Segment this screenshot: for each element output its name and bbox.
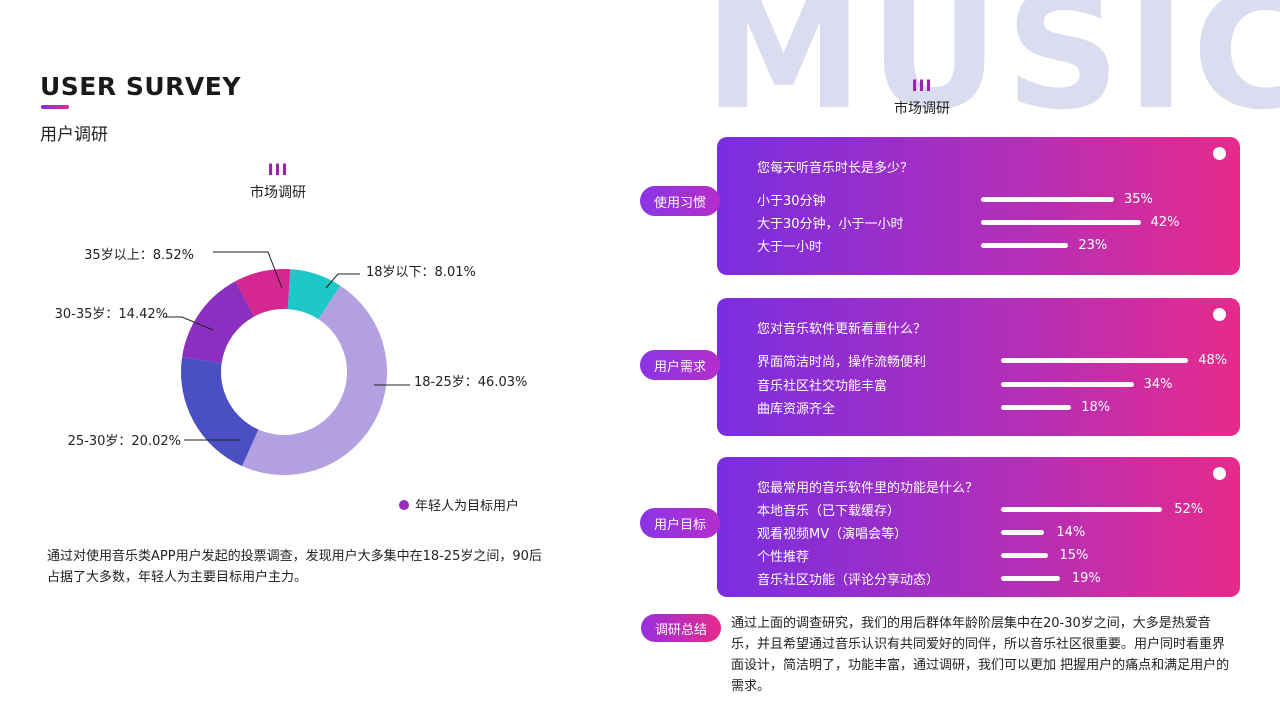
option-percent: 19%: [1071, 570, 1101, 586]
left-section-mark: III 市场调研: [238, 162, 318, 202]
tag-goals: 用户目标: [640, 508, 720, 538]
right-section-label: 市场调研: [894, 101, 950, 117]
option-bar: [1001, 529, 1045, 535]
card-question: 您对音乐软件更新看重什么？: [757, 322, 927, 337]
leader-line: [213, 251, 283, 289]
option-percent: 15%: [1059, 547, 1089, 563]
page-subtitle: 用户调研: [40, 125, 108, 145]
bars-icon: III: [267, 160, 289, 179]
legend-dot: [399, 499, 409, 510]
leader-line: [165, 316, 214, 331]
option-bar: [1001, 575, 1060, 581]
option-bar: [1001, 381, 1134, 387]
option-label: 观看视频MV（演唱会等）: [757, 526, 908, 542]
option-label: 个性推荐: [757, 549, 810, 565]
card-dot-icon: [1213, 147, 1226, 160]
tag-needs: 用户需求: [640, 350, 720, 380]
tag-habit: 使用习惯: [640, 186, 720, 216]
option-label: 界面简洁时尚，操作流畅便利: [757, 354, 927, 370]
donut-slice: [235, 269, 291, 317]
option-label: 曲库资源齐全: [757, 401, 836, 417]
donut-chart: 18岁以下：8.01% 18-25岁：46.03% 25-30岁：20.02% 30-…: [55, 248, 527, 475]
survey-card-needs: 您对音乐软件更新看重什么？ 界面简洁时尚，操作流畅便利 48% 音乐社区社交功能丰…: [717, 298, 1240, 436]
option-percent: 35%: [1124, 191, 1153, 207]
option-label: 音乐社区社交功能丰富: [757, 378, 888, 394]
option-percent: 14%: [1056, 524, 1086, 540]
option-label: 本地音乐（已下载缓存）: [757, 503, 901, 519]
option-percent: 23%: [1078, 237, 1108, 253]
option-bar: [1001, 552, 1048, 558]
donut-slice: [287, 269, 341, 320]
slice-label: 30-35岁：14.42%: [55, 307, 168, 322]
card-question: 您每天听音乐时长是多少？: [757, 161, 914, 176]
option-percent: 48%: [1198, 352, 1228, 368]
option-bar: [981, 242, 1069, 248]
option-label: 小于30分钟: [757, 193, 826, 209]
option-percent: 18%: [1081, 399, 1111, 415]
background-word: MUSIC: [704, 0, 1280, 145]
page-title: USER SURVEY: [40, 72, 241, 101]
option-bar: [1001, 404, 1072, 410]
bars-icon: III: [911, 76, 933, 95]
donut-slice: [242, 285, 387, 475]
card-dot-icon: [1213, 467, 1226, 480]
option-percent: 42%: [1150, 214, 1180, 230]
slice-label: 18岁以下：8.01%: [366, 265, 476, 280]
option-label: 音乐社区功能（评论分享动态）: [757, 572, 940, 588]
donut-slice: [182, 281, 255, 363]
slice-label: 18-25岁：46.03%: [414, 375, 527, 390]
slice-label: 25-30岁：20.02%: [68, 434, 181, 449]
option-bar: [981, 196, 1114, 202]
survey-note: 通过对使用音乐类APP用户发起的投票调查，发现用户大多集中在18-25岁之间，9…: [47, 549, 542, 585]
card-dot-icon: [1213, 308, 1226, 321]
survey-card-goals: 您最常用的音乐软件里的功能是什么？ 本地音乐（已下载缓存） 52% 观看视频MV（…: [717, 457, 1240, 597]
leader-line: [325, 273, 360, 289]
summary-tag: 调研总结: [641, 614, 721, 642]
option-percent: 52%: [1174, 501, 1204, 517]
slice-label: 35岁以上：8.52%: [84, 248, 194, 263]
title-accent-bar: [41, 105, 69, 109]
option-bar: [981, 219, 1141, 225]
option-percent: 34%: [1143, 376, 1173, 392]
survey-card-habit: 您每天听音乐时长是多少？ 小于30分钟 35% 大于30分钟，小于一小时 42% 大…: [717, 137, 1240, 275]
option-bar: [1001, 506, 1163, 512]
option-bar: [1001, 357, 1189, 363]
option-label: 大于30分钟，小于一小时: [757, 216, 904, 232]
option-label: 大于一小时: [757, 239, 823, 255]
donut-slice: [181, 357, 259, 467]
chart-legend: 年轻人为目标用户: [399, 495, 519, 514]
right-section-mark: III 市场调研: [882, 78, 962, 118]
card-question: 您最常用的音乐软件里的功能是什么？: [757, 481, 979, 496]
left-section-label: 市场调研: [250, 185, 306, 201]
summary-text: 通过上面的调查研究，我们的用后群体年龄阶层集中在20-30岁之间，大多是热爱音乐…: [731, 616, 1230, 694]
legend-label: 年轻人为目标用户: [415, 499, 520, 514]
